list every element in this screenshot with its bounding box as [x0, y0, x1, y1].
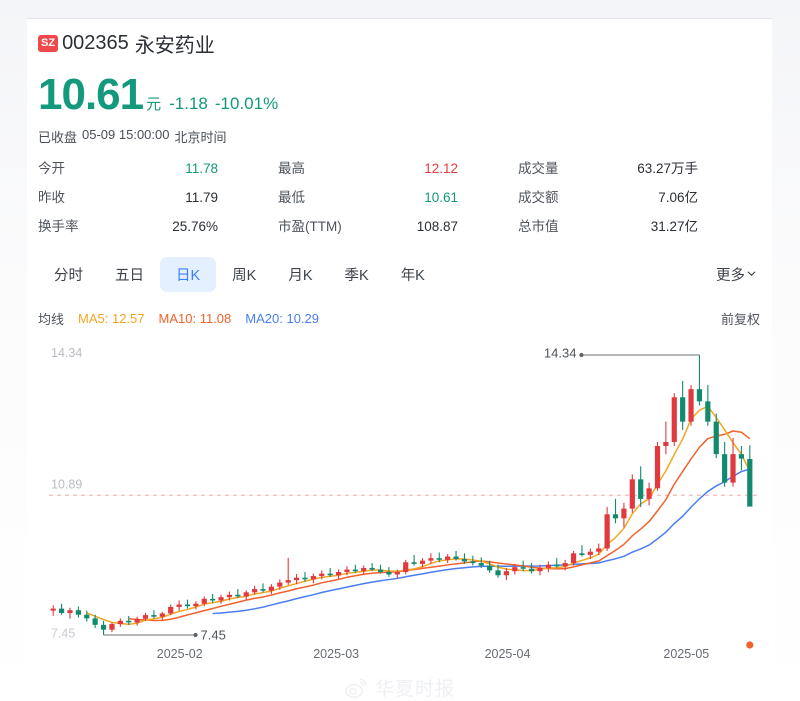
stat-cell: 最低 10.61 — [278, 186, 518, 206]
stat-label: 换手率 — [38, 219, 79, 234]
tab-月K[interactable]: 月K — [288, 268, 313, 284]
stat-label: 成交额 — [518, 190, 559, 205]
stock-name: 永安药业 — [134, 35, 215, 57]
tab-五日[interactable]: 五日 — [115, 268, 144, 284]
stat-cell: 换手率 25.76% — [38, 215, 278, 235]
stock-quote-card: SZ 002365 永安药业 10.61 元 -1.18 -10.01% 已收盘… — [27, 18, 772, 701]
stat-value: 63.27万手 — [637, 161, 698, 176]
stat-cell: 今开 11.78 — [38, 157, 278, 177]
x-axis-tick: 2025-03 — [313, 647, 360, 661]
stat-label: 总市值 — [518, 219, 559, 234]
price-block: 10.61 元 -1.18 -10.01% — [38, 73, 278, 117]
adjust-mode-button[interactable]: 前复权 — [720, 312, 760, 327]
stat-cell: 总市值 31.27亿 — [518, 215, 758, 235]
chart-period-tabs: 分时 五日 日K 周K 月K 季K 年K 更多 — [38, 257, 760, 292]
stat-value: 108.87 — [416, 219, 458, 234]
stock-code: 002365 — [62, 32, 129, 54]
tab-周K[interactable]: 周K — [232, 268, 257, 284]
weibo-icon — [345, 677, 367, 698]
ma-legend: 均线 MA5: 12.57 MA10: 11.08 MA20: 10.29 前复… — [38, 309, 760, 328]
stat-value: 11.78 — [185, 161, 218, 176]
tab-日K[interactable]: 日K — [160, 257, 217, 292]
stat-label: 最低 — [278, 190, 305, 205]
currency-unit: 元 — [146, 96, 162, 113]
tab-年K[interactable]: 年K — [400, 268, 425, 284]
candlestick-chart[interactable] — [27, 333, 772, 663]
watermark-text: 华夏时报 — [374, 679, 455, 700]
stats-table: 今开 11.78 最高 12.12 成交量 63.27万手昨收 11.79 最低 10.61 成交… — [38, 157, 758, 235]
stat-label: 今开 — [38, 161, 65, 176]
stat-value: 25.76% — [172, 219, 218, 234]
quote-timestamp: 05-09 15:00:00 — [82, 127, 170, 142]
stat-value: 31.27亿 — [650, 219, 698, 234]
more-tabs-button[interactable]: 更多 — [712, 257, 760, 292]
stat-label: 成交量 — [518, 161, 559, 176]
stat-value: 7.06亿 — [658, 190, 698, 205]
exchange-badge: SZ — [38, 35, 59, 52]
stat-value: 11.79 — [185, 190, 218, 205]
x-axis-tick: 2025-02 — [156, 647, 203, 661]
chart-canvas[interactable] — [27, 333, 772, 663]
stat-label: 市盈(TTM) — [278, 219, 342, 234]
stat-cell: 市盈(TTM) 108.87 — [278, 215, 518, 235]
tab-季K[interactable]: 季K — [344, 268, 369, 284]
tab-分时[interactable]: 分时 — [54, 268, 83, 284]
x-axis-tick: 2025-05 — [663, 647, 710, 661]
x-axis-tick: 2025-04 — [484, 647, 531, 661]
stat-label: 昨收 — [38, 190, 65, 205]
more-tabs-label: 更多 — [716, 268, 745, 284]
current-price: 10.61 — [38, 70, 144, 119]
ma20-value: MA20: 10.29 — [245, 311, 319, 326]
ma5-value: MA5: 12.57 — [78, 311, 145, 326]
price-change-percent: -10.01% — [214, 94, 279, 113]
stat-cell: 最高 12.12 — [278, 157, 518, 177]
stat-cell: 成交额 7.06亿 — [518, 186, 758, 206]
quote-timezone: 北京时间 — [174, 130, 227, 145]
watermark: 华夏时报 — [27, 674, 772, 701]
market-status: 已收盘 — [38, 130, 78, 145]
stat-value: 10.61 — [424, 190, 458, 205]
chevron-down-icon — [747, 269, 756, 278]
stat-label: 最高 — [278, 161, 305, 176]
price-change: -1.18 — [169, 94, 208, 113]
stat-cell: 昨收 11.79 — [38, 186, 278, 206]
chart-x-axis: 2025-02 2025-03 2025-04 2025-05 — [27, 647, 772, 669]
market-status-row: 已收盘 05-09 15:00:00 北京时间 — [38, 127, 227, 146]
ticker-header: SZ 002365 永安药业 — [38, 29, 215, 58]
ma-legend-title: 均线 — [38, 312, 65, 327]
ma10-value: MA10: 11.08 — [158, 311, 232, 326]
stat-cell: 成交量 63.27万手 — [518, 157, 758, 177]
stat-value: 12.12 — [424, 161, 458, 176]
